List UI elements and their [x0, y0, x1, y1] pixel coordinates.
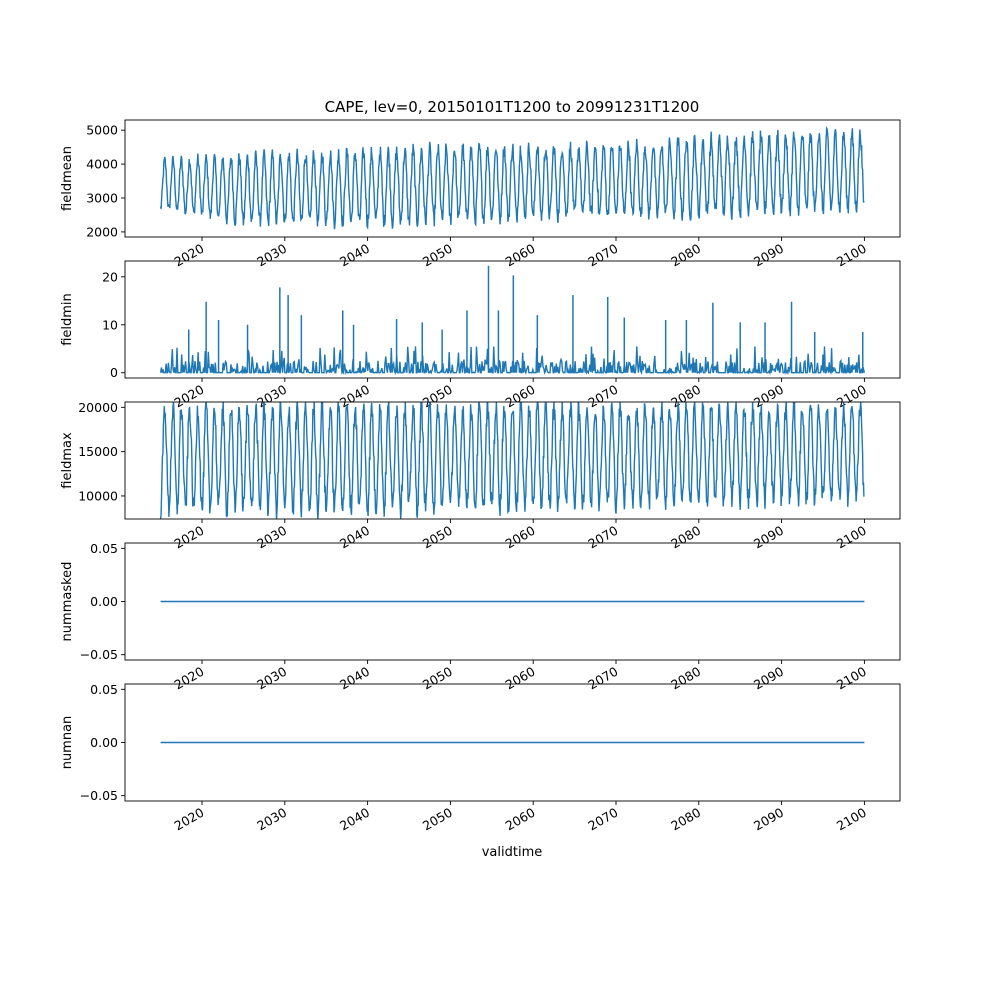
y-tick-label: 4000: [86, 157, 118, 172]
y-axis-label: fieldmax: [60, 432, 75, 489]
axes-frame: [124, 401, 901, 520]
y-tick-label: 10000: [78, 488, 118, 503]
y-tick-label: 3000: [86, 191, 118, 206]
series-line-fieldmax: [159, 402, 865, 519]
y-axis-label: fieldmean: [60, 146, 75, 211]
y-tick-label: 0.00: [90, 735, 118, 750]
y-tick-label: −0.05: [80, 647, 118, 662]
plot-area: [159, 125, 865, 230]
y-tick-label: 15000: [78, 444, 118, 459]
y-axis-label: numnan: [60, 716, 75, 770]
chart-title: CAPE, lev=0, 20150101T1200 to 20991231T1…: [325, 98, 700, 116]
y-tick-label: 5000: [86, 123, 118, 138]
y-tick-label: 20: [102, 269, 118, 284]
y-axis-label: fieldmin: [60, 293, 75, 346]
series-line-fieldmin: [159, 346, 866, 376]
y-tick-label: 10: [102, 317, 118, 332]
axes-frame: [124, 260, 901, 379]
y-tick-label: 0.05: [90, 682, 118, 697]
plot-area: [159, 265, 866, 376]
y-axis-label: nummasked: [60, 562, 75, 642]
x-axis-label: validtime: [482, 845, 543, 860]
y-tick-label: 0: [110, 365, 118, 380]
y-tick-label: 0.05: [90, 541, 118, 556]
y-tick-label: 2000: [86, 224, 118, 239]
series-line-fieldmean: [159, 125, 865, 230]
plot-area: [159, 402, 865, 519]
y-tick-label: −0.05: [80, 788, 118, 803]
y-tick-label: 0.00: [90, 594, 118, 609]
y-tick-label: 20000: [78, 400, 118, 415]
axes-frame: [124, 119, 901, 238]
